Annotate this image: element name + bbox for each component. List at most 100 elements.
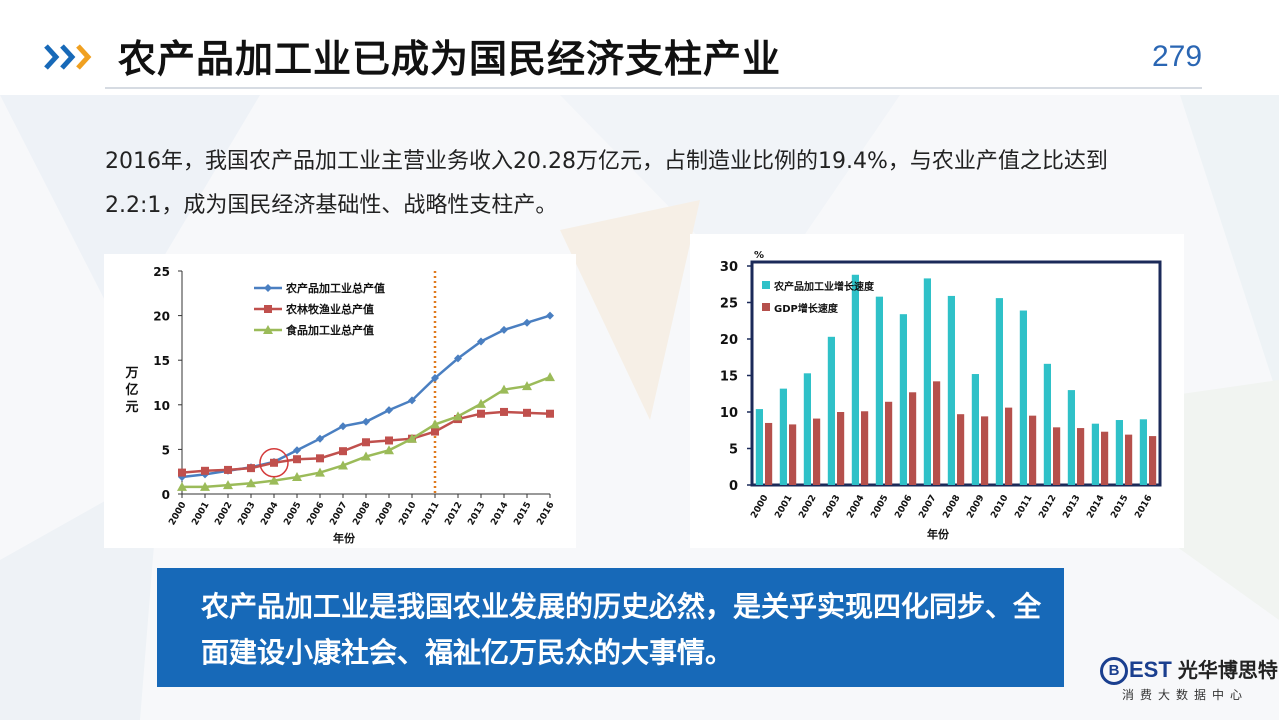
bar bbox=[1067, 390, 1075, 485]
data-point bbox=[546, 311, 554, 320]
data-point bbox=[269, 475, 279, 485]
x-tick-label: 2012 bbox=[1037, 494, 1058, 521]
y-axis-label: 元 bbox=[125, 400, 138, 415]
y-axis-label: % bbox=[754, 250, 764, 261]
y-tick-label: 10 bbox=[153, 399, 170, 413]
x-tick-label: 2015 bbox=[1109, 494, 1130, 521]
bar bbox=[1053, 427, 1061, 485]
x-tick-label: 2008 bbox=[941, 494, 962, 521]
x-tick-label: 2014 bbox=[489, 501, 510, 528]
x-tick-label: 2012 bbox=[443, 501, 464, 528]
data-point bbox=[339, 447, 347, 456]
line-chart-panel: 0 5 10 15 20 25 2000 2001 2002 2003 2004 2005 2006 20… bbox=[104, 254, 576, 548]
bar bbox=[1115, 420, 1123, 485]
page-number: 279 bbox=[1152, 40, 1203, 73]
x-tick-label: 2006 bbox=[305, 501, 326, 528]
data-point bbox=[224, 465, 232, 474]
chevrons-icon bbox=[44, 44, 92, 70]
data-point bbox=[246, 478, 256, 488]
data-point bbox=[338, 460, 348, 470]
data-point bbox=[477, 337, 485, 346]
data-point bbox=[316, 434, 324, 443]
bar bbox=[909, 392, 917, 485]
bar bbox=[971, 374, 979, 485]
page-title: 农产品加工业已成为国民经济支柱产业 bbox=[118, 37, 782, 81]
data-point bbox=[292, 472, 302, 482]
x-tick-label: 2007 bbox=[917, 494, 938, 521]
data-point bbox=[522, 381, 532, 391]
data-point bbox=[523, 318, 531, 327]
bar bbox=[957, 414, 965, 485]
x-tick-label: 2007 bbox=[328, 501, 349, 528]
data-point bbox=[453, 411, 463, 421]
y-tick-label: 5 bbox=[729, 443, 738, 458]
x-tick-label: 2016 bbox=[1133, 494, 1154, 521]
highlight-circle-2004 bbox=[259, 448, 289, 478]
header-divider bbox=[105, 87, 1202, 89]
legend-label: 农产品加工业总产值 bbox=[285, 281, 385, 295]
bar bbox=[981, 416, 989, 485]
data-point bbox=[247, 464, 255, 473]
y-tick-label: 0 bbox=[729, 479, 738, 494]
x-tick-label: 2003 bbox=[821, 494, 842, 521]
x-tick-label: 2008 bbox=[351, 501, 372, 528]
y-tick-label: 25 bbox=[720, 297, 738, 312]
bar bbox=[803, 373, 811, 485]
data-point bbox=[546, 409, 554, 418]
data-point bbox=[200, 481, 210, 491]
x-tick-label: 2000 bbox=[749, 494, 770, 521]
x-tick-label: 2005 bbox=[869, 494, 890, 521]
data-point bbox=[178, 468, 186, 477]
conclusion-text: 农产品加工业是我国农业发展的历史必然，是关乎实现四化同步、全面建设小康社会、福祉… bbox=[201, 590, 1042, 669]
bar bbox=[827, 336, 835, 485]
x-tick-label: 2009 bbox=[965, 494, 986, 521]
data-point bbox=[523, 408, 531, 417]
x-tick-label: 2013 bbox=[1061, 494, 1082, 521]
x-tick-label: 2004 bbox=[845, 494, 866, 521]
legend-marker bbox=[264, 305, 272, 313]
x-tick-label: 2010 bbox=[397, 501, 418, 528]
x-tick-label: 2010 bbox=[989, 494, 1010, 521]
y-tick-label: 20 bbox=[720, 333, 738, 348]
data-point bbox=[500, 325, 508, 334]
data-point bbox=[223, 480, 233, 490]
bar bbox=[1043, 363, 1051, 485]
bar bbox=[813, 418, 821, 485]
company-logo: B EST 光华博思特 消费大数据中心 bbox=[1100, 654, 1278, 714]
bar-chart-panel: 0 5 10 15 20 25 30% 2000 2001 2002 2003 2004 2005 200… bbox=[690, 234, 1184, 548]
x-tick-label: 2016 bbox=[535, 501, 556, 528]
data-point bbox=[316, 454, 324, 463]
bar bbox=[837, 412, 845, 485]
legend-swatch bbox=[762, 303, 770, 311]
bar bbox=[1101, 431, 1109, 485]
x-tick-label: 2015 bbox=[512, 501, 533, 528]
logo-subtitle: 消费大数据中心 bbox=[1122, 688, 1249, 702]
y-tick-label: 20 bbox=[153, 310, 170, 324]
intro-paragraph: 2016年，我国农产品加工业主营业务收入20.28万亿元，占制造业比例的19.4… bbox=[105, 149, 1108, 218]
bar bbox=[1019, 310, 1027, 485]
x-tick-label: 2014 bbox=[1085, 494, 1106, 521]
x-tick-label: 2001 bbox=[773, 494, 794, 521]
legend-marker bbox=[263, 325, 273, 334]
data-point bbox=[339, 422, 347, 431]
data-point bbox=[362, 417, 370, 426]
logo-wordmark: B EST 光华博思特 bbox=[1100, 654, 1278, 686]
logo-chinese-name: 光华博思特 bbox=[1177, 660, 1278, 682]
x-tick-label: 2013 bbox=[466, 501, 487, 528]
data-point bbox=[385, 436, 393, 445]
y-tick-label: 0 bbox=[162, 488, 170, 502]
legend-label: 食品加工业总产值 bbox=[286, 323, 374, 337]
y-tick-label: 15 bbox=[153, 354, 170, 368]
x-tick-label: 2005 bbox=[282, 501, 303, 528]
y-tick-label: 5 bbox=[162, 443, 170, 457]
x-tick-label: 2003 bbox=[236, 501, 257, 528]
x-tick-label: 2004 bbox=[259, 501, 280, 528]
data-point bbox=[545, 372, 555, 382]
bar bbox=[899, 314, 907, 485]
data-point bbox=[361, 451, 371, 461]
data-point bbox=[384, 445, 394, 455]
data-point bbox=[385, 406, 393, 415]
y-axis-label: 万 bbox=[124, 366, 138, 381]
x-tick-label: 2011 bbox=[420, 501, 441, 528]
